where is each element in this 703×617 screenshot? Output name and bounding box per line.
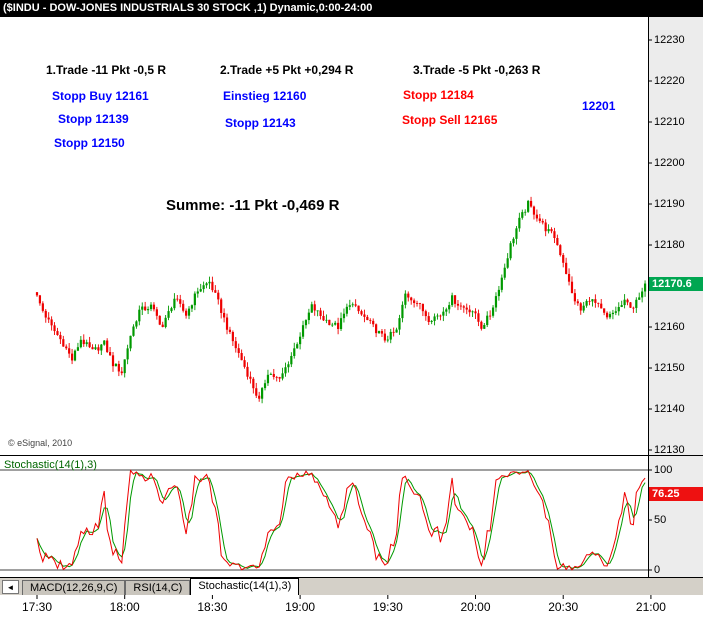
tab-scroll-left-button[interactable]: ◄ xyxy=(2,579,19,594)
tabs-container: MACD(12,26,9,C) RSI(14,C) Stochastic(14(1)… xyxy=(22,578,300,595)
last-price-label: 12170.6 xyxy=(649,276,703,291)
esignal-watermark: © eSignal, 2010 xyxy=(8,438,73,448)
indicator-tab-bar: ◄ MACD(12,26,9,C) RSI(14,C) Stochastic(14(… xyxy=(0,577,703,595)
tab-macd-12-26-9-c[interactable]: MACD(12,26,9,C) xyxy=(22,580,126,595)
window-title: ($INDU - DOW-JONES INDUSTRIALS 30 STOCK … xyxy=(0,0,703,17)
tab-rsi-14-c[interactable]: RSI(14,C) xyxy=(125,580,191,595)
stochastic-indicator-label: Stochastic(14(1),3) xyxy=(4,459,97,471)
tab-stochastic-14-1-3[interactable]: Stochastic(14(1),3) xyxy=(190,578,300,595)
time-axis xyxy=(0,595,703,617)
stochastic-value-label: 76.25 xyxy=(649,486,703,501)
